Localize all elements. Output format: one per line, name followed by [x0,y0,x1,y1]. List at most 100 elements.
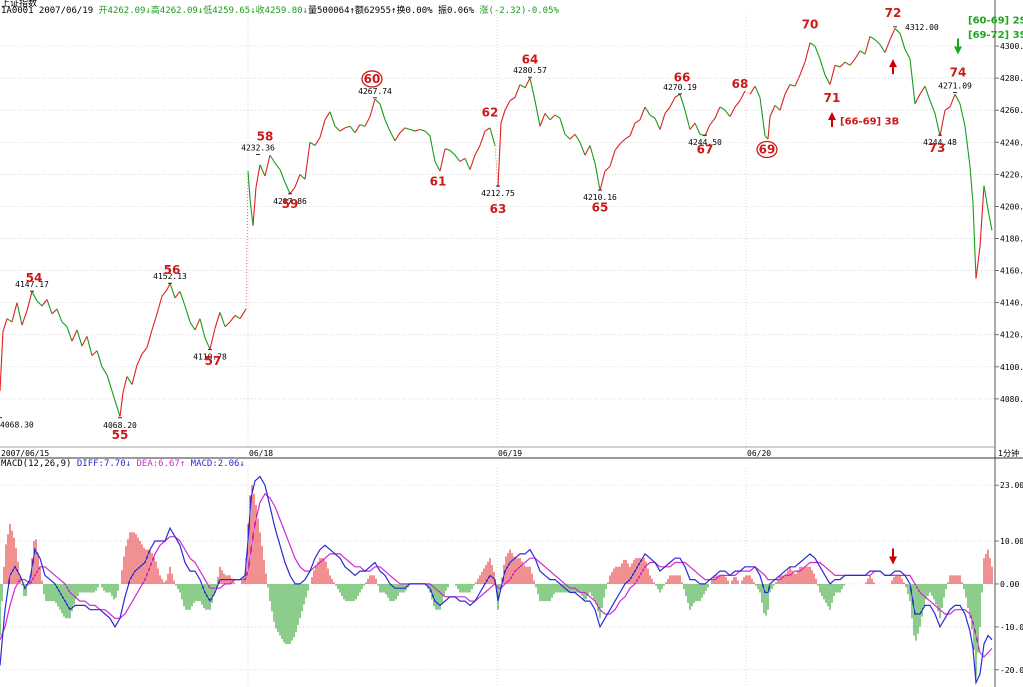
price-extreme-label: 4271.09 [938,81,972,90]
price-segment [704,124,711,137]
price-segment [534,100,541,127]
price-segment [359,124,366,127]
price-segment [759,97,766,136]
up-arrow-head [828,112,836,121]
down-arrow-head [889,556,897,565]
wave-label: 61 [430,175,447,189]
wave-label: 64 [522,53,539,67]
price-segment [424,130,431,137]
price-segment [464,158,471,170]
price-segment [919,85,926,95]
price-tick-label: 4240.00 [1000,138,1023,147]
price-segment [874,39,881,45]
price-segment [404,127,411,130]
wave-label-circle [756,140,778,159]
macd-tick-label: 10.00 [1000,537,1023,546]
price-segment [954,93,961,105]
price-segment [609,150,616,167]
price-segment [299,173,306,180]
price-segment [474,145,481,156]
price-segment [749,85,756,95]
price-segment [26,291,33,311]
quote-low: 低4259.65↓ [203,6,256,16]
wave-label: 63 [490,202,507,216]
price-segment [972,203,977,279]
price-segment [497,123,502,188]
price-segment [584,145,591,156]
price-segment [854,50,861,60]
price-segment [779,94,786,111]
price-segment [709,117,716,125]
wave-label: 54 [26,271,43,285]
quote-header: 1A0001 2007/06/19 开4262.09↓高4262.09↓低425… [1,6,559,17]
price-segment [484,127,491,132]
macd-value: MACD:2.06↓ [185,459,245,469]
price-segment [389,130,396,141]
price-segment [904,49,911,60]
price-segment [934,113,941,137]
price-segment [364,116,371,127]
period-label: 1分钟 [998,448,1019,458]
price-segment [339,127,346,132]
price-segment [334,125,341,132]
price-segment [914,93,921,105]
price-extreme-label: 4244.48 [923,138,957,147]
macd-params: MACD(12,26,9) [1,459,72,469]
price-segment [444,148,451,151]
price-segment [179,291,186,307]
price-tick-label: 4300.00 [1000,42,1023,51]
price-segment [629,122,636,137]
price-segment [41,299,48,307]
price-segment [619,138,626,145]
price-tick-label: 4280.00 [1000,74,1023,83]
price-segment [844,61,851,66]
price-segment [514,84,521,98]
price-segment [189,321,196,331]
quote-amplitude: 振0.06% [432,6,475,16]
price-segment [539,113,546,127]
price-segment [369,98,376,117]
price-segment [799,61,806,76]
price-segment [554,114,561,119]
price-tick-label: 4100.00 [1000,363,1023,372]
price-segment [579,142,586,156]
price-segment [209,328,216,350]
wave-label: 66 [674,70,691,84]
price-segment [644,106,651,116]
price-segment [544,113,551,121]
price-extreme-label: 4212.75 [481,189,515,198]
x-axis-label: 2007/06/15 [1,449,49,458]
price-segment [91,350,98,356]
price-segment [664,106,671,114]
price-segment [174,291,181,299]
x-axis-label: 06/20 [747,449,771,458]
quote-close: 收4259.80↓ [255,6,308,16]
price-segment [774,105,781,111]
price-segment [289,186,296,194]
price-segment [0,331,4,391]
wave-label: 60 [364,72,381,86]
price-segment [6,318,13,323]
price-segment [249,198,254,226]
price-segment [294,174,301,188]
price-segment [239,308,247,319]
price-segment [314,137,321,146]
price-segment [814,45,821,60]
price-segment [924,85,931,101]
price-tick-label: 4180.00 [1000,235,1023,244]
price-extreme-label: 4068.20 [103,421,137,430]
price-segment [959,103,966,127]
macd-tick-label: 0.00 [1000,580,1019,589]
price-segment [767,116,771,140]
price-tick-label: 4140.00 [1000,299,1023,308]
price-segment [729,106,736,117]
price-segment [944,106,951,111]
price-extreme-label: 4312.00 [905,23,939,32]
price-segment [979,185,985,247]
price-segment [569,133,576,140]
price-segment [161,289,168,297]
price-segment [219,312,226,327]
price-segment [899,33,906,50]
price-segment [384,119,391,132]
